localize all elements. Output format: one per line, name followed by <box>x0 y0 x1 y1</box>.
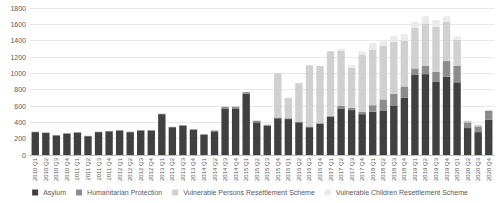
svg-text:2016 Q1: 2016 Q1 <box>285 157 291 181</box>
svg-text:2017 Q2: 2017 Q2 <box>338 157 344 181</box>
svg-text:2014 Q4: 2014 Q4 <box>233 157 239 181</box>
svg-text:2015 Q1: 2015 Q1 <box>243 157 249 181</box>
svg-text:2020 Q3: 2020 Q3 <box>475 157 481 181</box>
svg-text:2010 Q2: 2010 Q2 <box>43 157 49 181</box>
svg-text:2020 Q1: 2020 Q1 <box>454 157 460 181</box>
svg-text:2018 Q2: 2018 Q2 <box>380 157 386 181</box>
svg-text:1600: 1600 <box>10 21 26 28</box>
svg-text:2010 Q4: 2010 Q4 <box>64 157 70 181</box>
svg-text:2012 Q3: 2012 Q3 <box>138 157 144 181</box>
svg-text:Vulnerable Persons Resettlemen: Vulnerable Persons Resettlement Scheme <box>183 189 315 196</box>
svg-text:2011 Q1: 2011 Q1 <box>74 157 80 180</box>
svg-text:2014 Q3: 2014 Q3 <box>222 157 228 181</box>
svg-text:2019 Q1: 2019 Q1 <box>412 157 418 181</box>
svg-text:2013 Q1: 2013 Q1 <box>159 157 165 181</box>
svg-text:2016 Q2: 2016 Q2 <box>296 157 302 181</box>
svg-text:2020 Q4: 2020 Q4 <box>486 157 492 181</box>
svg-text:2018 Q4: 2018 Q4 <box>401 157 407 181</box>
svg-text:2013 Q3: 2013 Q3 <box>180 157 186 181</box>
svg-text:2018 Q1: 2018 Q1 <box>370 157 376 181</box>
svg-text:2011 Q2: 2011 Q2 <box>85 157 91 180</box>
svg-text:2011 Q3: 2011 Q3 <box>96 157 102 180</box>
svg-text:Asylum: Asylum <box>43 189 66 197</box>
svg-text:2019 Q3: 2019 Q3 <box>433 157 439 181</box>
svg-text:2017 Q3: 2017 Q3 <box>349 157 355 181</box>
svg-text:400: 400 <box>14 119 26 126</box>
svg-text:200: 200 <box>14 135 26 142</box>
svg-text:2013 Q4: 2013 Q4 <box>190 157 196 181</box>
svg-text:1000: 1000 <box>10 70 26 77</box>
svg-text:2016 Q4: 2016 Q4 <box>317 157 323 181</box>
svg-text:Humanitarian Protection: Humanitarian Protection <box>87 189 162 196</box>
svg-text:2010 Q1: 2010 Q1 <box>32 157 38 181</box>
svg-text:2015 Q4: 2015 Q4 <box>275 157 281 181</box>
svg-text:2019 Q2: 2019 Q2 <box>422 157 428 181</box>
svg-text:2012 Q2: 2012 Q2 <box>127 157 133 181</box>
svg-text:1200: 1200 <box>10 54 26 61</box>
svg-text:2012 Q4: 2012 Q4 <box>148 157 154 181</box>
svg-text:2020 Q2: 2020 Q2 <box>465 157 471 181</box>
svg-text:1400: 1400 <box>10 37 26 44</box>
svg-text:2018 Q3: 2018 Q3 <box>391 157 397 181</box>
svg-text:2012 Q1: 2012 Q1 <box>117 157 123 181</box>
svg-text:Vulnerable Children Resettleme: Vulnerable Children Resettlement Scheme <box>336 189 468 196</box>
svg-text:800: 800 <box>14 86 26 93</box>
svg-text:2013 Q2: 2013 Q2 <box>169 157 175 181</box>
svg-text:2015 Q3: 2015 Q3 <box>264 157 270 181</box>
svg-text:2019 Q4: 2019 Q4 <box>444 157 450 181</box>
svg-text:2014 Q1: 2014 Q1 <box>201 157 207 181</box>
svg-text:2017 Q4: 2017 Q4 <box>359 157 365 181</box>
svg-text:600: 600 <box>14 103 26 110</box>
svg-text:1800: 1800 <box>10 5 26 12</box>
svg-text:0: 0 <box>22 152 26 159</box>
svg-text:2015 Q2: 2015 Q2 <box>254 157 260 181</box>
svg-text:2016 Q3: 2016 Q3 <box>306 157 312 181</box>
svg-text:2010 Q3: 2010 Q3 <box>53 157 59 181</box>
svg-text:2017 Q1: 2017 Q1 <box>328 157 334 181</box>
svg-text:2014 Q2: 2014 Q2 <box>212 157 218 181</box>
svg-text:2011 Q4: 2011 Q4 <box>106 157 112 180</box>
